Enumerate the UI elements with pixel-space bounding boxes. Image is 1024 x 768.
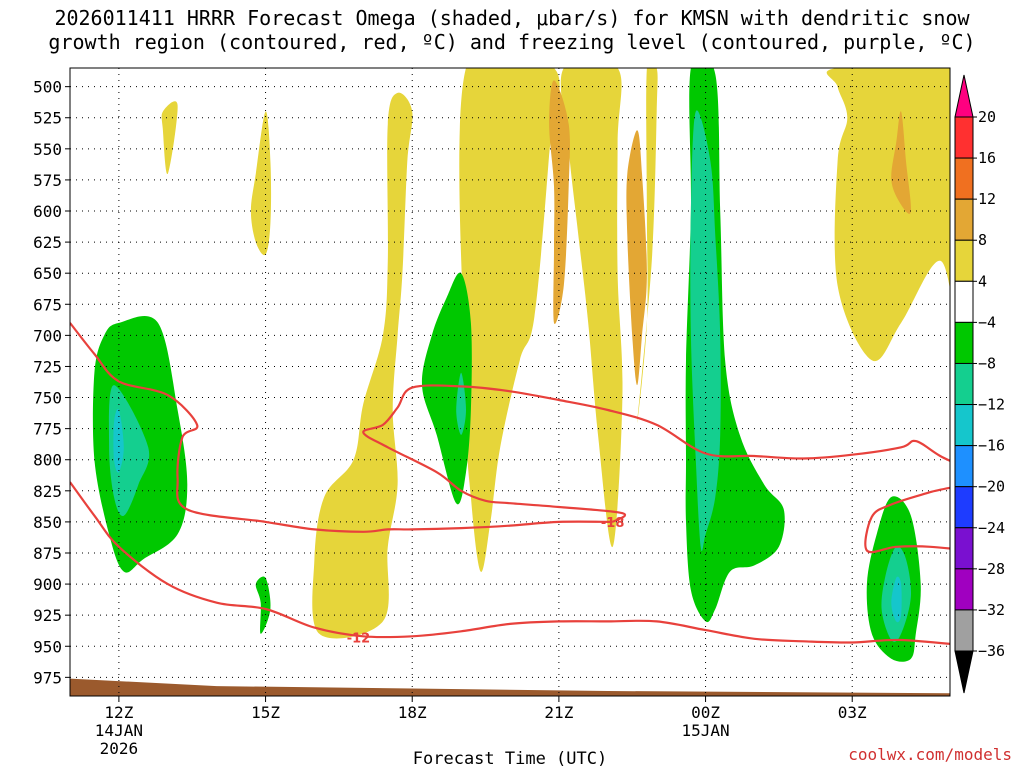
region-descent-green--1 (255, 576, 271, 634)
region-terrain-surface--0 (70, 678, 950, 696)
region-ascent-yellow--5 (637, 68, 658, 424)
colorbar: 20 16 12 8 4 −4 −8 −12 −16 −20 −24 −28 −32 −36 (954, 74, 1005, 694)
credit-text: coolwx.com/models (848, 745, 1012, 764)
contour-labels: -18 -12 (347, 516, 625, 647)
region-ascent-8-orange--1 (626, 130, 647, 386)
region-ascent-yellow--4 (560, 68, 623, 547)
contour-label-0: -18 (601, 516, 625, 531)
x-axis-label: Forecast Time (UTC) (413, 749, 607, 768)
colorbar-label-8: 8 (978, 231, 987, 249)
colorbar-bin-7 (954, 404, 974, 447)
y-tick-label-825: 825 (33, 482, 62, 501)
y-tick-label-850: 850 (33, 513, 62, 532)
chart-title-line1: 2026011411 HRRR Forecast Omega (shaded, … (54, 6, 970, 30)
y-tick-label-625: 625 (33, 233, 62, 252)
y-tick-label-900: 900 (33, 575, 62, 594)
x-tick-label-15Z: 15Z (251, 703, 280, 722)
x-tick-label-21Z: 21Z (544, 703, 573, 722)
colorbar-bin-3 (954, 239, 974, 282)
y-tick-label-600: 600 (33, 202, 62, 221)
colorbar-label-20: 20 (978, 108, 996, 126)
y-tick-label-675: 675 (33, 295, 62, 314)
contour--18c-isotherm-1 (362, 384, 950, 554)
colorbar-label--4: −4 (978, 313, 996, 331)
y-tick-label-575: 575 (33, 171, 62, 190)
region-descent-12-cyan--1 (891, 576, 902, 623)
colorbar-bin-11 (954, 568, 974, 611)
colorbar-bin-4 (954, 280, 974, 323)
region-ascent-8-orange--2 (891, 111, 912, 214)
colorbar-bin-8 (954, 445, 974, 488)
x-tick-label-18Z: 18Z (398, 703, 427, 722)
colorbar-label-16: 16 (978, 149, 996, 167)
y-tick-label-525: 525 (33, 109, 62, 128)
isotherm-contours (70, 322, 950, 645)
colorbar-label--36: −36 (978, 642, 1005, 660)
colorbar-bin-2 (954, 198, 974, 241)
contour--12c-isotherm-0 (70, 481, 950, 645)
x-tick-date-00Z: 15JAN (681, 721, 729, 740)
colorbar-bin-0 (954, 116, 974, 159)
colorbar-label--12: −12 (978, 396, 1005, 414)
colorbar-label-4: 4 (978, 272, 987, 290)
colorbar-bin-1 (954, 157, 974, 200)
y-tick-label-500: 500 (33, 78, 62, 97)
y-tick-label-700: 700 (33, 326, 62, 345)
y-tick-label-725: 725 (33, 357, 62, 376)
pressure-axis: 500 525 550 575 600 625 650 675 700 725 750 775 800 8… (33, 78, 70, 687)
shaded-omega-layer (70, 68, 950, 696)
colorbar-label--28: −28 (978, 560, 1005, 578)
colorbar-label--32: −32 (978, 601, 1005, 619)
colorbar-label-12: 12 (978, 190, 996, 208)
chart-title-line2: growth region (contoured, red, ºC) and f… (48, 30, 976, 54)
y-tick-label-550: 550 (33, 140, 62, 159)
region-ascent-8-orange--0 (549, 80, 570, 325)
colorbar-label--16: −16 (978, 437, 1005, 455)
region-descent-8-teal--1 (690, 110, 721, 552)
contour--18c-isotherm-0 (70, 322, 613, 533)
colorbar-bottom-arrow (954, 650, 974, 694)
colorbar-label--20: −20 (978, 478, 1005, 496)
region-ascent-yellow--0 (161, 101, 178, 175)
y-tick-label-950: 950 (33, 637, 62, 656)
colorbar-label--24: −24 (978, 519, 1005, 537)
contour-label-1: -12 (347, 632, 371, 647)
y-tick-label-875: 875 (33, 544, 62, 563)
region-ascent-yellow--2 (312, 92, 413, 639)
colorbar-bin-9 (954, 486, 974, 529)
x-tick-label-00Z: 00Z (691, 703, 720, 722)
colorbar-label--8: −8 (978, 354, 996, 372)
y-tick-label-750: 750 (33, 389, 62, 408)
region-ascent-yellow--6 (826, 68, 950, 362)
chart-title: 2026011411 HRRR Forecast Omega (shaded, … (0, 6, 1024, 54)
region-descent-8-teal--3 (456, 372, 466, 435)
y-tick-label-975: 975 (33, 668, 62, 687)
plot-frame (69, 67, 951, 697)
colorbar-bin-12 (954, 609, 974, 652)
y-tick-label-800: 800 (33, 451, 62, 470)
colorbar-bin-5 (954, 321, 974, 364)
colorbar-bin-6 (954, 362, 974, 406)
region-descent-green--2 (421, 272, 472, 505)
x-tick-label-03Z: 03Z (838, 703, 867, 722)
region-ascent-yellow--1 (250, 111, 272, 256)
x-tick-label-12Z: 12Z (104, 703, 133, 722)
colorbar-bin-10 (954, 527, 974, 570)
y-tick-label-925: 925 (33, 606, 62, 625)
region-ascent-yellow--3 (459, 68, 560, 572)
colorbar-top-arrow (954, 74, 974, 118)
y-tick-label-650: 650 (33, 264, 62, 283)
y-tick-label-775: 775 (33, 420, 62, 439)
x-tick-date-12Z: 14JAN (95, 721, 143, 740)
x-tick-year-12Z: 2026 (100, 739, 139, 758)
